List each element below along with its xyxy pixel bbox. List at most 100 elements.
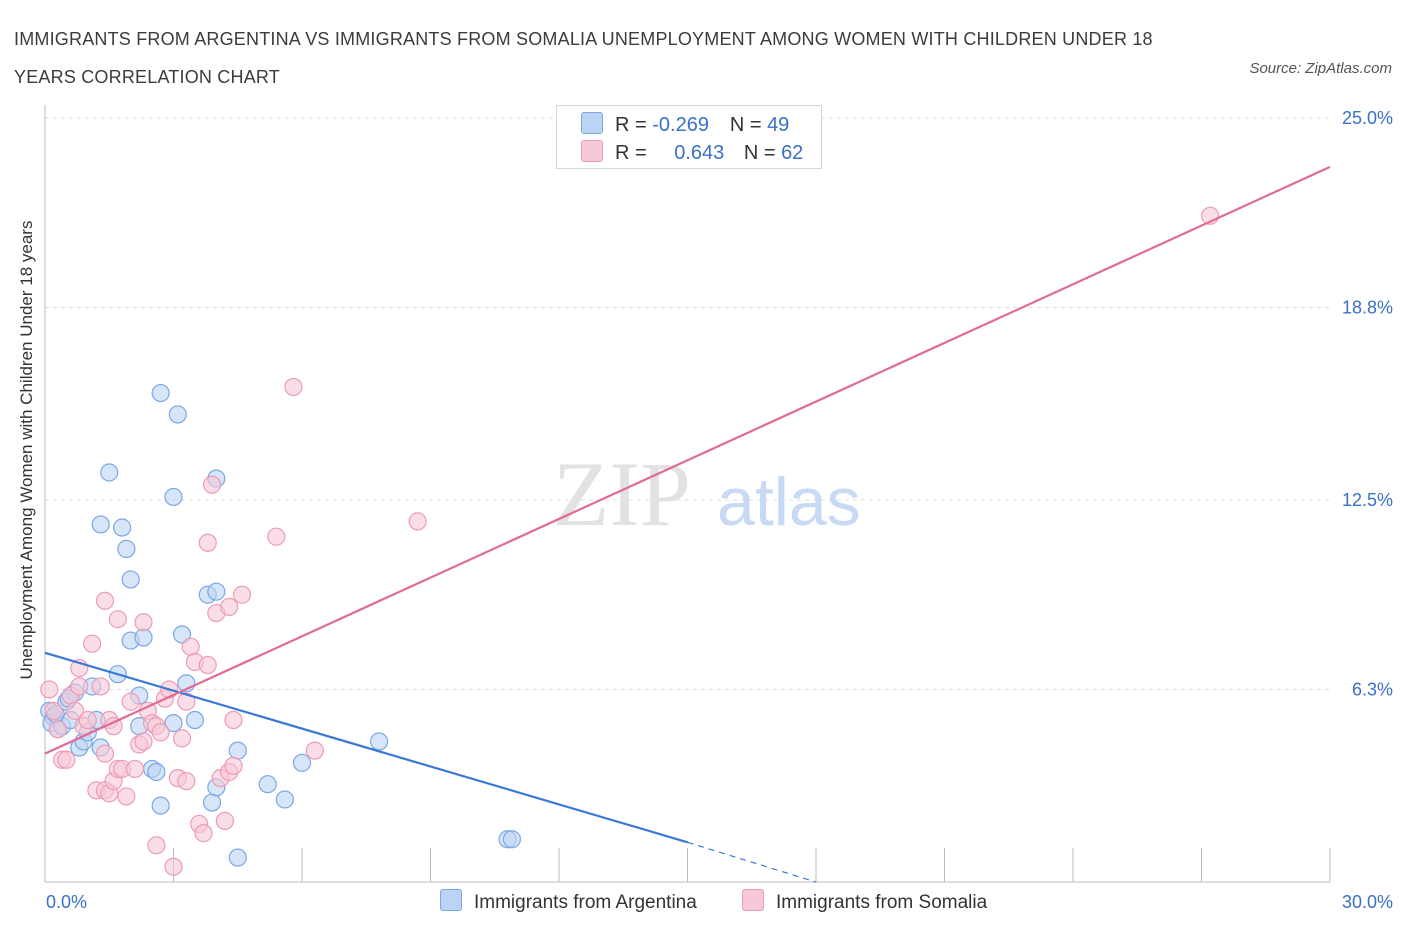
argentina-point <box>258 775 277 794</box>
somalia-point <box>151 723 170 742</box>
chart-title: IMMIGRANTS FROM ARGENTINA VS IMMIGRANTS … <box>14 29 1153 87</box>
tick-labels: 6.3% 12.5% 18.8% 25.0% 0.0% 30.0% <box>46 108 1393 912</box>
y-tick-label: 6.3% <box>1352 679 1393 699</box>
x-tick-label-min: 0.0% <box>46 892 87 912</box>
somalia-point <box>224 710 243 730</box>
n-value-argentina: 49 <box>767 114 790 136</box>
somalia-point <box>198 533 217 552</box>
argentina-point <box>275 790 294 809</box>
somalia-point <box>194 824 213 843</box>
argentina-point <box>100 463 119 482</box>
somalia-point <box>95 744 115 763</box>
legend-item-somalia[interactable]: Immigrants from Somalia <box>742 889 987 914</box>
argentina-point <box>134 628 153 647</box>
watermark-atlas: atlas <box>717 464 861 540</box>
argentina-point <box>112 518 132 537</box>
somalia-point <box>198 655 217 675</box>
somalia-point <box>284 377 303 397</box>
legend-item-argentina[interactable]: Immigrants from Argentina <box>440 889 697 914</box>
watermark-zip: ZIP <box>553 443 691 545</box>
argentina-point <box>370 732 389 751</box>
argentina-point <box>228 741 247 760</box>
somalia-point <box>215 811 234 830</box>
argentina-point <box>117 539 136 558</box>
argentina-legend-swatch <box>440 889 462 911</box>
trend-lines <box>44 165 1331 883</box>
somalia-point <box>232 585 252 604</box>
somalia-point <box>117 787 136 806</box>
somalia-point <box>48 720 67 739</box>
y-axis-label: Unemployment Among Women with Children U… <box>17 221 36 680</box>
axes <box>44 105 1331 883</box>
somalia-point <box>57 750 76 769</box>
argentina-point <box>91 515 110 534</box>
argentina-point <box>228 848 247 867</box>
argentina-point <box>151 383 170 403</box>
somalia-point <box>40 680 59 699</box>
somalia-point <box>91 677 110 696</box>
argentina-point <box>147 762 166 782</box>
somalia-point <box>65 701 85 720</box>
y-tick-label: 12.5% <box>1342 490 1393 510</box>
n-label: N = <box>729 114 762 136</box>
somalia-point <box>44 701 63 720</box>
data-points <box>40 206 1220 876</box>
somalia-trend-line <box>44 165 1331 755</box>
argentina-point <box>292 753 312 772</box>
somalia-point <box>305 741 324 760</box>
somalia-point <box>202 475 222 494</box>
legend-label-argentina: Immigrants from Argentina <box>474 892 697 913</box>
r-value-somalia: 0.643 <box>674 142 725 164</box>
somalia-point <box>224 756 243 775</box>
somalia-point <box>83 634 102 653</box>
argentina-point <box>121 570 140 589</box>
somalia-legend-swatch <box>742 889 764 911</box>
y-axis-label-wrap: Unemployment Among Women with Children U… <box>4 140 44 760</box>
y-tick-label: 18.8% <box>1342 297 1393 317</box>
argentina-point <box>151 796 170 815</box>
somalia-point <box>172 729 192 748</box>
somalia-point <box>177 772 196 791</box>
stats-legend: R = -0.269 N = 49 R = 0.643 N = 62 <box>556 105 822 169</box>
argentina-point <box>164 713 183 733</box>
argentina-point <box>502 830 521 849</box>
somalia-point <box>177 692 196 711</box>
somalia-point <box>121 692 140 711</box>
x-tick-label-max: 30.0% <box>1342 892 1393 912</box>
argentina-point <box>168 405 187 424</box>
stats-legend-row-argentina: R = -0.269 N = 49 <box>581 112 789 138</box>
y-tick-label: 25.0% <box>1342 108 1393 128</box>
argentina-point <box>185 710 205 730</box>
argentina-point <box>202 793 222 812</box>
argentina-point <box>164 487 183 507</box>
argentina-trend-line <box>44 651 688 844</box>
somalia-point <box>70 677 89 696</box>
argentina-trend-extension <box>687 841 817 883</box>
r-label: R = <box>615 142 647 164</box>
somalia-point <box>267 527 286 546</box>
argentina-point <box>207 582 226 601</box>
somalia-point <box>181 637 200 656</box>
watermark: ZIP atlas <box>553 443 861 545</box>
n-label: N = <box>743 142 776 164</box>
somalia-point <box>164 857 183 876</box>
somalia-point <box>408 512 427 531</box>
somalia-point <box>125 759 145 779</box>
somalia-point <box>134 613 153 632</box>
somalia-point <box>147 836 166 855</box>
somalia-swatch <box>581 140 603 162</box>
somalia-point <box>220 597 239 617</box>
gridlines <box>45 117 1330 690</box>
chart-source: Source: ZipAtlas.com <box>1249 60 1392 77</box>
r-label: R = <box>615 114 647 136</box>
legend-label-somalia: Immigrants from Somalia <box>776 892 988 913</box>
somalia-point <box>95 591 115 610</box>
somalia-point <box>78 710 97 730</box>
somalia-point <box>108 610 127 629</box>
stats-legend-row-somalia: R = 0.643 N = 62 <box>581 140 803 166</box>
r-value-argentina: -0.269 <box>652 114 709 136</box>
n-value-somalia: 62 <box>781 142 804 164</box>
somalia-point <box>134 732 153 751</box>
argentina-swatch <box>581 112 603 134</box>
